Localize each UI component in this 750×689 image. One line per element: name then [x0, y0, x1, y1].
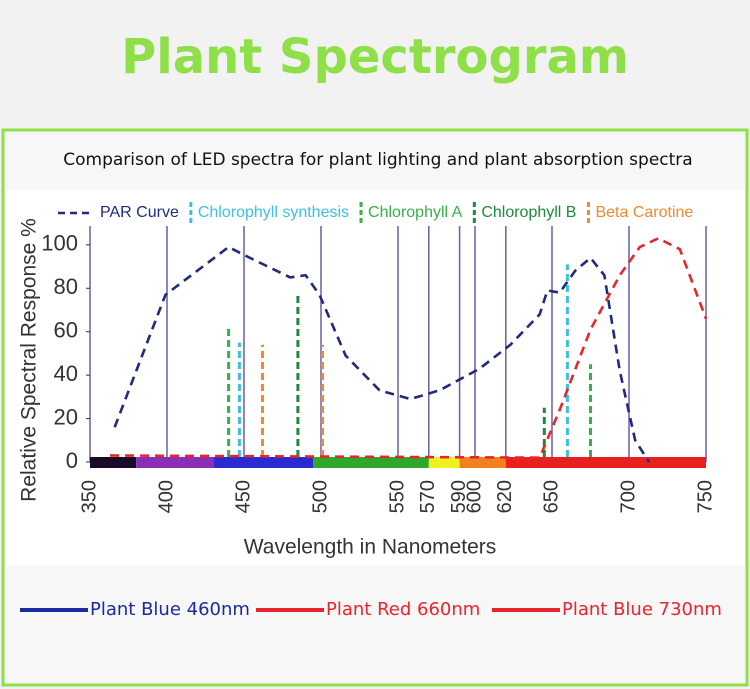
- legend-label: Chlorophyll B: [481, 204, 576, 221]
- spectrum-segment: [90, 457, 137, 468]
- spectrum-segment: [313, 457, 429, 468]
- spectrum-segment: [213, 457, 314, 468]
- y-tick-label: 100: [41, 231, 78, 256]
- x-tick-label: 600: [463, 480, 485, 513]
- lamp-label: Plant Blue 730nm: [562, 599, 722, 620]
- spectrum-segment: [428, 457, 460, 468]
- x-tick-label: 570: [417, 480, 439, 513]
- y-tick-label: 40: [54, 361, 78, 386]
- spectrum-segment: [505, 457, 706, 468]
- x-tick-label: 500: [309, 480, 331, 513]
- y-tick-label: 80: [54, 274, 78, 299]
- chart-title: Comparison of LED spectra for plant ligh…: [63, 150, 692, 170]
- x-tick-label: 750: [694, 480, 716, 513]
- spectrum-segment: [459, 457, 506, 468]
- y-tick-label: 20: [54, 404, 78, 429]
- legend-label: Chlorophyll A: [368, 204, 463, 221]
- x-axis-label: Wavelength in Nanometers: [244, 536, 497, 559]
- x-tick-label: 400: [155, 480, 177, 513]
- y-axis-label: Relative Spectral Response %: [18, 218, 41, 502]
- x-tick-label: 590: [448, 480, 470, 513]
- legend-label: Beta Carotine: [595, 204, 693, 221]
- lamp-label: Plant Red 660nm: [326, 599, 480, 620]
- legend-label: PAR Curve: [100, 204, 179, 221]
- x-tick-label: 620: [494, 480, 516, 513]
- x-tick-label: 550: [386, 480, 408, 513]
- x-tick-label: 700: [617, 480, 639, 513]
- curve: [113, 245, 651, 463]
- spectrum-segment: [136, 457, 214, 468]
- y-tick-label: 60: [54, 318, 78, 343]
- lamp-label: Plant Blue 460nm: [90, 599, 250, 620]
- legend-label: Chlorophyll synthesis: [198, 204, 349, 221]
- y-tick-label: 0: [66, 448, 78, 473]
- page-title: Plant Spectrogram: [121, 29, 629, 85]
- x-tick-label: 350: [78, 480, 100, 513]
- x-tick-label: 450: [232, 480, 254, 513]
- x-tick-label: 650: [540, 480, 562, 513]
